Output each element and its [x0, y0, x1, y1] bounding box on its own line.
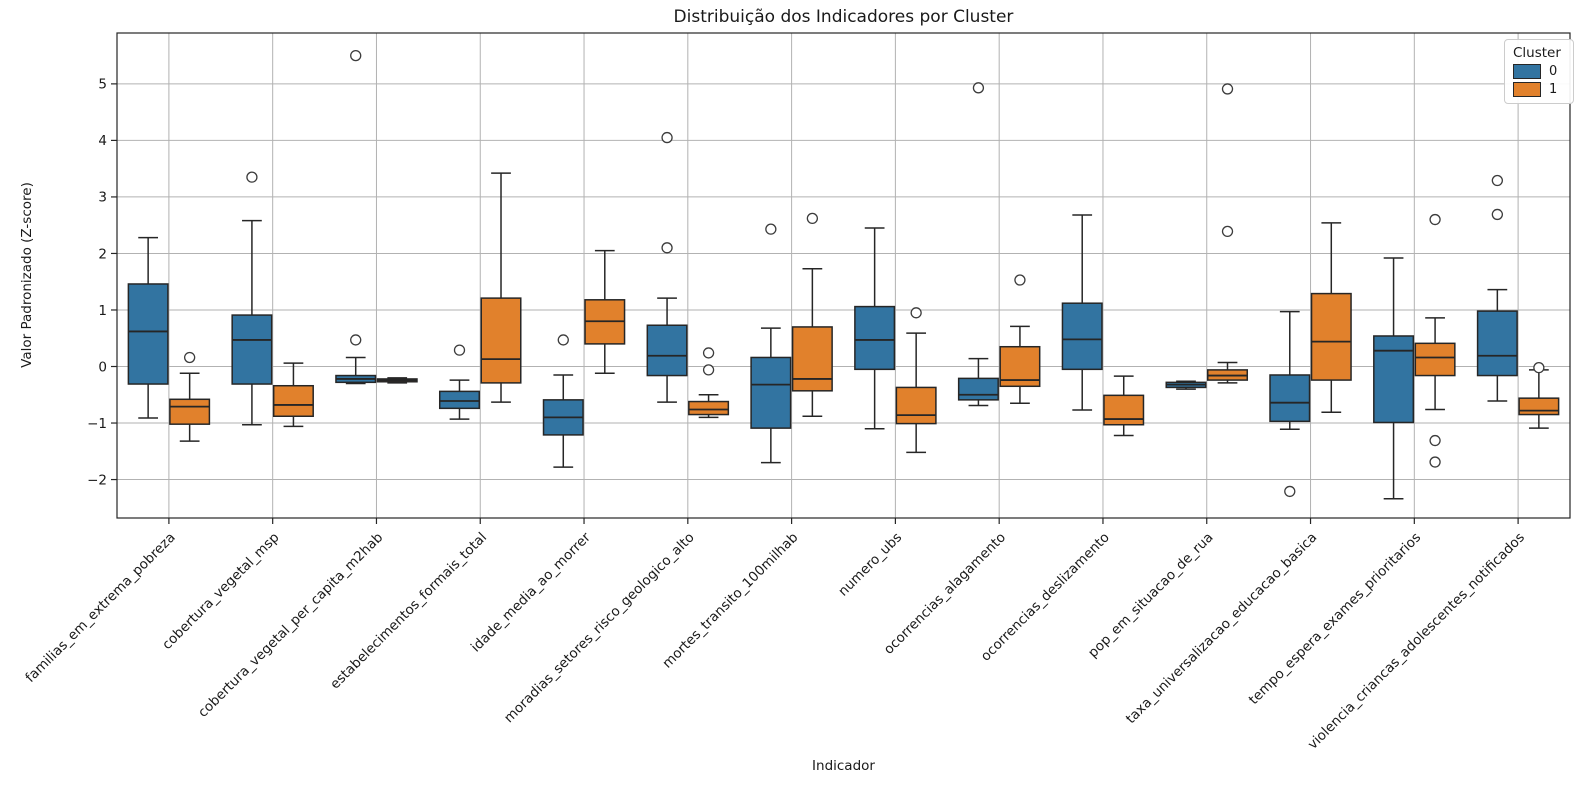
box-cluster-1 — [1518, 397, 1560, 416]
cluster-0-swatch — [1513, 64, 1541, 79]
axes-frame — [116, 32, 1571, 519]
x-tick-label: cobertura_vegetal_per_capita_m2hab — [195, 530, 386, 721]
box-cluster-0 — [1269, 374, 1311, 423]
outlier-point — [972, 82, 985, 94]
box-cluster-1 — [1103, 394, 1145, 426]
x-tick-label: numero_ubs — [835, 530, 905, 600]
outlier-point — [910, 307, 922, 319]
outlier-point — [661, 131, 673, 144]
outlier-point — [1429, 456, 1441, 468]
legend-title: Cluster — [1513, 45, 1561, 61]
cluster-1-swatch — [1513, 82, 1541, 97]
y-tick-label: 2 — [98, 246, 107, 262]
outlier-point — [806, 212, 819, 225]
outlier-point — [702, 347, 715, 359]
box-cluster-1 — [1310, 292, 1352, 381]
box-cluster-0 — [231, 314, 273, 385]
box-cluster-1 — [1414, 342, 1456, 377]
y-tick-label: 1 — [98, 303, 107, 319]
outlier-point — [1014, 274, 1026, 286]
box-cluster-1 — [791, 326, 833, 392]
box-cluster-1 — [688, 400, 730, 416]
outlier-point — [1221, 83, 1234, 95]
box-cluster-0 — [1373, 335, 1415, 424]
outlier-point — [557, 334, 569, 346]
legend-entry-cluster-0: 0 — [1513, 64, 1565, 79]
y-tick-label: −1 — [87, 416, 107, 432]
outlier-point — [1429, 213, 1441, 226]
legend-entry-label: 0 — [1549, 64, 1558, 79]
box-cluster-1 — [272, 384, 314, 418]
outlier-point — [453, 344, 466, 356]
outlier-point — [1284, 485, 1296, 498]
y-tick-label: 4 — [98, 133, 107, 149]
x-tick-label: tempo_espera_exames_prioritarios — [1246, 530, 1424, 708]
box-cluster-0 — [1476, 310, 1518, 377]
box-cluster-1 — [480, 297, 522, 384]
x-tick-label: ocorrencias_alagamento — [881, 530, 1009, 658]
outlier-point — [350, 334, 362, 346]
box-cluster-1 — [895, 386, 937, 425]
y-tick-label: 0 — [98, 359, 107, 375]
y-tick-label: −2 — [87, 472, 107, 488]
y-tick-label: 5 — [98, 77, 107, 93]
chart-title: Distribuição dos Indicadores por Cluster — [673, 7, 1014, 27]
x-tick-label: taxa_universalizacao_educacao_basica — [1123, 530, 1321, 728]
x-tick-label: moradias_setores_risco_geologico_alto — [501, 530, 698, 727]
outlier-point — [1533, 361, 1545, 374]
box-cluster-0 — [750, 356, 792, 429]
box-cluster-1 — [169, 398, 211, 425]
outlier-point — [246, 171, 258, 183]
outlier-point — [1491, 208, 1503, 221]
box-cluster-0 — [438, 390, 481, 410]
outlier-point — [1221, 225, 1234, 238]
x-tick-label: cobertura_vegetal_msp — [159, 530, 282, 653]
outlier-point — [1491, 174, 1503, 187]
box-cluster-0 — [1061, 302, 1103, 371]
legend: Cluster 0 1 — [1504, 39, 1574, 104]
x-tick-label: violencia_criancas_adolescentes_notifica… — [1305, 530, 1528, 753]
outlier-point — [350, 49, 362, 62]
box-cluster-0 — [646, 324, 688, 377]
outlier-point — [765, 223, 777, 235]
legend-entry-cluster-1: 1 — [1513, 82, 1565, 97]
box-cluster-0 — [957, 377, 999, 401]
box-cluster-0 — [854, 305, 896, 371]
y-tick-label: 3 — [98, 190, 107, 206]
outlier-point — [702, 364, 715, 376]
outlier-point — [1429, 434, 1441, 447]
x-tick-label: idade_media_ao_morrer — [468, 529, 594, 655]
legend-entry-label: 1 — [1549, 82, 1558, 97]
x-tick-label: familias_em_extrema_pobreza — [22, 530, 178, 686]
x-axis-label: Indicador — [812, 758, 875, 774]
outlier-point — [183, 351, 196, 364]
outlier-point — [661, 242, 673, 254]
box-cluster-0 — [127, 283, 169, 385]
